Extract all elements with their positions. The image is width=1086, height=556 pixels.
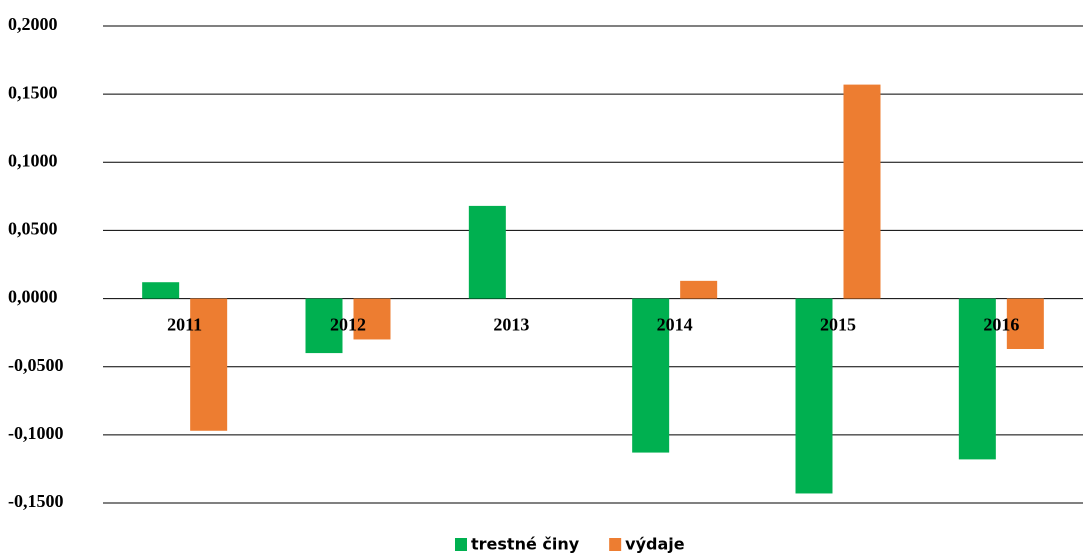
bar (142, 282, 180, 299)
x-tick-label: 2015 (820, 315, 856, 335)
bar (305, 298, 343, 354)
bar (190, 298, 228, 431)
x-tick-label: 2016 (983, 315, 1019, 335)
legend-swatch (455, 538, 467, 551)
bar (680, 280, 718, 299)
y-tick-label: -0,0500 (8, 355, 64, 375)
y-tick-label: 0,0000 (8, 287, 58, 307)
y-tick-label: 0,2000 (8, 14, 58, 34)
bar (1006, 298, 1044, 349)
x-tick-label: 2012 (330, 315, 366, 335)
bar (353, 298, 391, 340)
x-tick-label: 2013 (493, 315, 529, 335)
bar (468, 205, 506, 299)
y-tick-label: -0,1000 (8, 423, 64, 443)
y-tick-label: 0,1500 (8, 82, 58, 102)
bar (958, 298, 996, 460)
bar (843, 84, 881, 299)
x-tick-label: 2014 (657, 315, 693, 335)
bar (632, 298, 670, 453)
legend-label: trestné činy (471, 535, 580, 554)
legend-label: výdaje (625, 535, 685, 554)
y-tick-label: 0,1000 (8, 150, 58, 170)
x-tick-label: 2011 (167, 315, 202, 335)
bar (795, 298, 833, 494)
y-tick-label: 0,0500 (8, 219, 58, 239)
y-tick-label: -0,1500 (8, 491, 64, 511)
legend-swatch (609, 538, 622, 551)
